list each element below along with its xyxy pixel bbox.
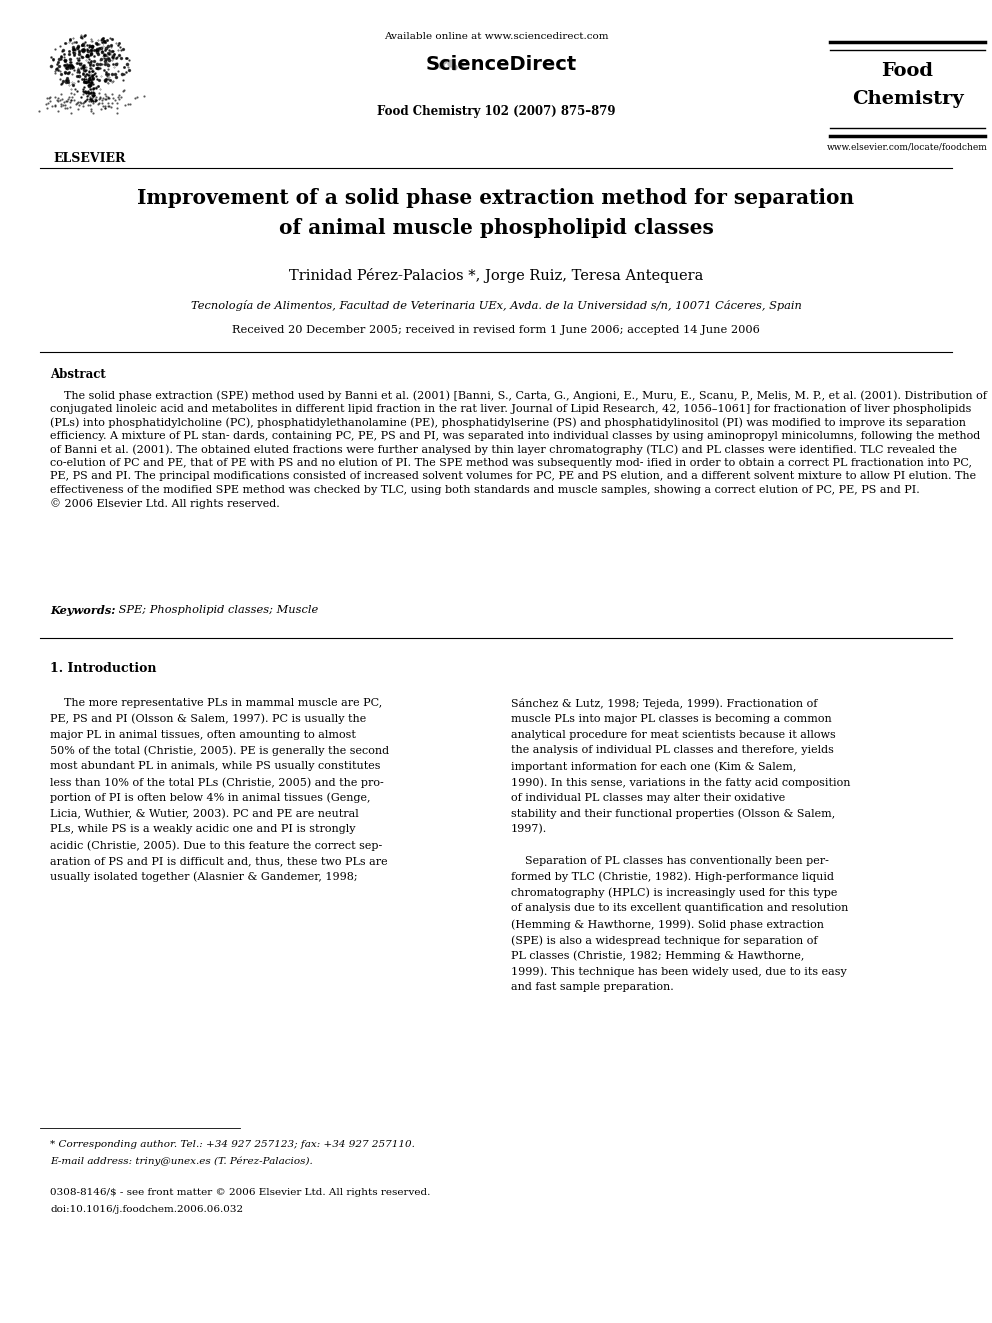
Text: 50% of the total (Christie, 2005). PE is generally the second: 50% of the total (Christie, 2005). PE is… — [50, 745, 389, 755]
Text: of individual PL classes may alter their oxidative: of individual PL classes may alter their… — [511, 792, 786, 803]
Text: important information for each one (Kim & Salem,: important information for each one (Kim … — [511, 761, 797, 771]
Text: portion of PI is often below 4% in animal tissues (Genge,: portion of PI is often below 4% in anima… — [50, 792, 370, 803]
Text: formed by TLC (Christie, 1982). High-performance liquid: formed by TLC (Christie, 1982). High-per… — [511, 872, 834, 882]
Text: E-mail address: triny@unex.es (T. Pérez-Palacios).: E-mail address: triny@unex.es (T. Pérez-… — [50, 1158, 312, 1167]
Text: Trinidad Pérez-Palacios *, Jorge Ruiz, Teresa Antequera: Trinidad Pérez-Palacios *, Jorge Ruiz, T… — [289, 269, 703, 283]
Text: and fast sample preparation.: and fast sample preparation. — [511, 983, 674, 992]
Text: Available online at www.sciencedirect.com: Available online at www.sciencedirect.co… — [384, 32, 608, 41]
Text: 1997).: 1997). — [511, 824, 548, 835]
Text: of analysis due to its excellent quantification and resolution: of analysis due to its excellent quantif… — [511, 904, 848, 913]
Text: Keywords:: Keywords: — [50, 605, 115, 617]
Text: Improvement of a solid phase extraction method for separation: Improvement of a solid phase extraction … — [138, 188, 854, 208]
Text: Separation of PL classes has conventionally been per-: Separation of PL classes has conventiona… — [511, 856, 829, 867]
Text: ELSEVIER: ELSEVIER — [54, 152, 126, 165]
Text: ScienceDirect: ScienceDirect — [426, 56, 576, 74]
Text: most abundant PL in animals, while PS usually constitutes: most abundant PL in animals, while PS us… — [50, 761, 381, 771]
Text: less than 10% of the total PLs (Christie, 2005) and the pro-: less than 10% of the total PLs (Christie… — [50, 777, 384, 787]
Text: The solid phase extraction (SPE) method used by Banni et al. (2001) [Banni, S., : The solid phase extraction (SPE) method … — [50, 390, 987, 509]
Text: analytical procedure for meat scientists because it allows: analytical procedure for meat scientists… — [511, 729, 835, 740]
Text: www.elsevier.com/locate/foodchem: www.elsevier.com/locate/foodchem — [827, 142, 988, 151]
Text: Sánchez & Lutz, 1998; Tejeda, 1999). Fractionation of: Sánchez & Lutz, 1998; Tejeda, 1999). Fra… — [511, 699, 817, 709]
Text: acidic (Christie, 2005). Due to this feature the correct sep-: acidic (Christie, 2005). Due to this fea… — [50, 840, 382, 851]
Text: (SPE) is also a widespread technique for separation of: (SPE) is also a widespread technique for… — [511, 935, 817, 946]
Text: Chemistry: Chemistry — [851, 90, 963, 108]
Text: 1990). In this sense, variations in the fatty acid composition: 1990). In this sense, variations in the … — [511, 777, 850, 787]
Text: PL classes (Christie, 1982; Hemming & Hawthorne,: PL classes (Christie, 1982; Hemming & Ha… — [511, 951, 805, 962]
Text: aration of PS and PI is difficult and, thus, these two PLs are: aration of PS and PI is difficult and, t… — [50, 856, 388, 867]
Text: the analysis of individual PL classes and therefore, yields: the analysis of individual PL classes an… — [511, 745, 834, 755]
Text: * Corresponding author. Tel.: +34 927 257123; fax: +34 927 257110.: * Corresponding author. Tel.: +34 927 25… — [50, 1140, 415, 1148]
Text: SPE; Phospholipid classes; Muscle: SPE; Phospholipid classes; Muscle — [115, 605, 318, 615]
Text: Food: Food — [882, 62, 933, 79]
Text: Food Chemistry 102 (2007) 875–879: Food Chemistry 102 (2007) 875–879 — [377, 105, 615, 118]
Text: Abstract: Abstract — [50, 368, 106, 381]
Text: Tecnología de Alimentos, Facultad de Veterinaria UEx, Avda. de la Universidad s/: Tecnología de Alimentos, Facultad de Vet… — [190, 300, 802, 311]
Text: Licia, Wuthier, & Wutier, 2003). PC and PE are neutral: Licia, Wuthier, & Wutier, 2003). PC and … — [50, 808, 359, 819]
Text: 0308-8146/$ - see front matter © 2006 Elsevier Ltd. All rights reserved.: 0308-8146/$ - see front matter © 2006 El… — [50, 1188, 431, 1197]
Text: PLs, while PS is a weakly acidic one and PI is strongly: PLs, while PS is a weakly acidic one and… — [50, 824, 355, 835]
Text: muscle PLs into major PL classes is becoming a common: muscle PLs into major PL classes is beco… — [511, 714, 831, 724]
Text: 1999). This technique has been widely used, due to its easy: 1999). This technique has been widely us… — [511, 967, 847, 978]
Text: The more representative PLs in mammal muscle are PC,: The more representative PLs in mammal mu… — [50, 699, 382, 708]
Text: major PL in animal tissues, often amounting to almost: major PL in animal tissues, often amount… — [50, 729, 356, 740]
Text: 1. Introduction: 1. Introduction — [50, 662, 157, 675]
Text: PE, PS and PI (Olsson & Salem, 1997). PC is usually the: PE, PS and PI (Olsson & Salem, 1997). PC… — [50, 714, 366, 725]
Text: stability and their functional properties (Olsson & Salem,: stability and their functional propertie… — [511, 808, 835, 819]
Text: doi:10.1016/j.foodchem.2006.06.032: doi:10.1016/j.foodchem.2006.06.032 — [50, 1205, 243, 1215]
Text: Received 20 December 2005; received in revised form 1 June 2006; accepted 14 Jun: Received 20 December 2005; received in r… — [232, 325, 760, 335]
Text: of animal muscle phospholipid classes: of animal muscle phospholipid classes — [279, 218, 713, 238]
Text: (Hemming & Hawthorne, 1999). Solid phase extraction: (Hemming & Hawthorne, 1999). Solid phase… — [511, 919, 824, 930]
Text: usually isolated together (Alasnier & Gandemer, 1998;: usually isolated together (Alasnier & Ga… — [50, 872, 358, 882]
Text: chromatography (HPLC) is increasingly used for this type: chromatography (HPLC) is increasingly us… — [511, 888, 837, 898]
